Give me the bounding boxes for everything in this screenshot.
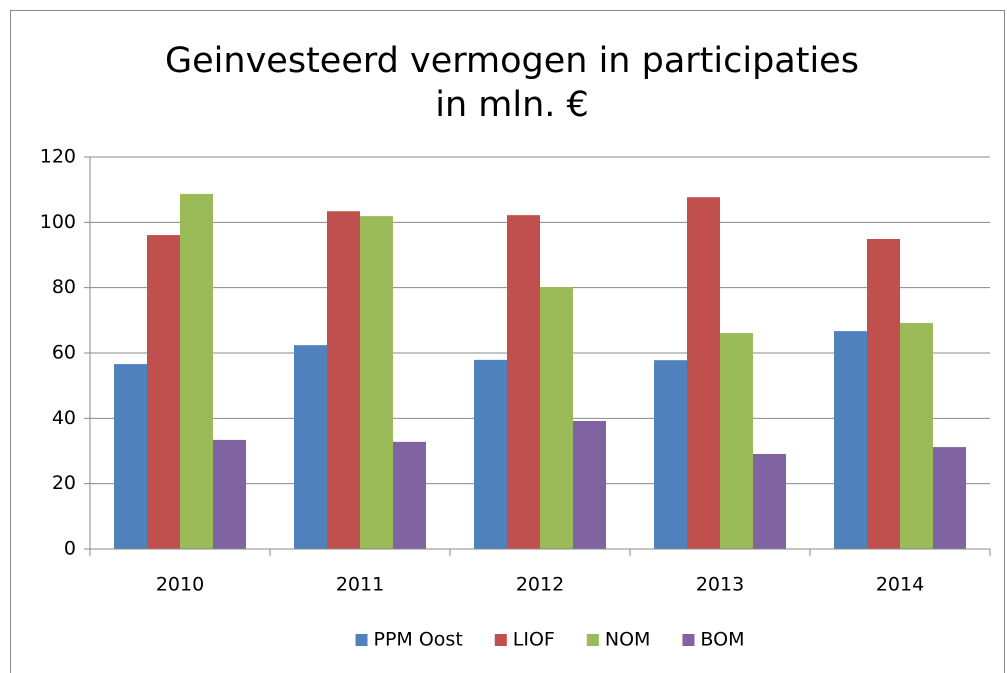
legend-label: LIOF — [513, 629, 555, 651]
bar — [327, 211, 360, 549]
legend-swatch — [586, 634, 599, 646]
y-tick-label: 20 — [52, 472, 76, 494]
x-tick-label: 2010 — [156, 574, 204, 596]
y-tick-label: 100 — [40, 211, 76, 233]
bar — [834, 331, 867, 549]
bar — [147, 235, 180, 549]
bar — [393, 441, 426, 549]
bar — [687, 197, 720, 549]
legend-label: NOM — [605, 629, 651, 651]
y-tick-label: 120 — [40, 146, 76, 168]
bar — [114, 364, 147, 549]
x-tick-label: 2014 — [876, 574, 924, 596]
y-tick-label: 60 — [52, 342, 76, 364]
bar — [180, 193, 213, 549]
bar — [360, 216, 393, 550]
legend-swatch — [494, 634, 507, 646]
bar — [474, 359, 507, 549]
bar — [294, 345, 327, 549]
y-tick-label: 40 — [52, 407, 76, 429]
bar — [213, 439, 246, 549]
legend-swatch — [355, 634, 368, 646]
bar — [573, 420, 606, 549]
legend-label: BOM — [700, 629, 744, 651]
x-tick-label: 2011 — [336, 574, 384, 596]
legend-swatch — [682, 634, 695, 646]
bar — [720, 333, 753, 549]
y-tick-label: 0 — [64, 538, 76, 560]
legend-label: PPM Oost — [374, 629, 463, 651]
x-tick-label: 2013 — [696, 574, 744, 596]
bar — [540, 287, 573, 549]
y-tick-label: 80 — [52, 276, 76, 298]
bar — [900, 322, 933, 549]
bar — [654, 360, 687, 549]
chart-title: in mln. € — [435, 85, 589, 125]
bar — [867, 238, 900, 549]
bar — [507, 215, 540, 549]
bar — [753, 453, 786, 549]
chart-title: Geinvesteerd vermogen in participaties — [165, 41, 859, 81]
bar — [933, 447, 966, 549]
x-tick-label: 2012 — [516, 574, 564, 596]
